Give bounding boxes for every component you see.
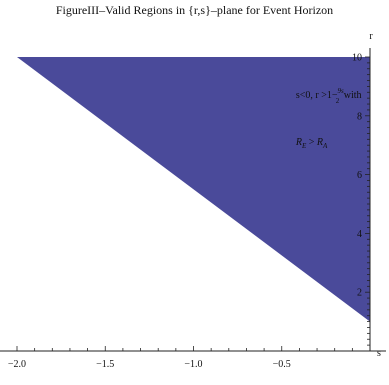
annotation-inequality: RE > RA: [295, 137, 328, 150]
y-tick-label: 8: [357, 111, 362, 122]
chart-title: FigureIII–Valid Regions in {r,s}–plane f…: [56, 3, 333, 17]
annotations: s<0, r >1−9s 2 with RE > RA: [295, 87, 362, 150]
x-tick-label: −2.0: [8, 359, 26, 370]
plot-area: [17, 57, 370, 322]
y-tick-label: 4: [357, 229, 362, 240]
y-axis: 2 4 6 8 10: [352, 48, 371, 352]
x-axis: −2.0 −1.5 −1.0 −0.5: [0, 346, 386, 370]
valid-region-area: [17, 57, 370, 322]
y-tick-label: 2: [357, 288, 362, 299]
x-tick-label: −0.5: [273, 359, 291, 370]
x-tick-label: −1.5: [96, 359, 114, 370]
y-tick-label: 6: [357, 170, 362, 181]
y-axis-label: r: [369, 31, 373, 42]
y-tick-label: 10: [352, 53, 362, 64]
x-tick-label: −1.0: [184, 359, 202, 370]
annotation-condition: s<0, r >1−9s 2 with: [296, 87, 362, 105]
x-axis-label: s: [377, 348, 381, 359]
